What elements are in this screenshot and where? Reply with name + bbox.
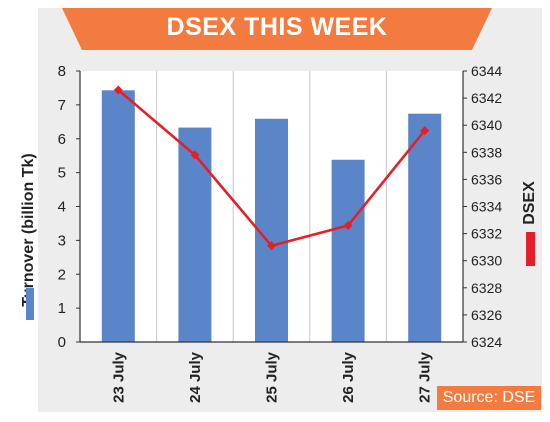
y-tick-label-right: 6332: [471, 226, 502, 242]
legend-swatch-turnover: [26, 288, 34, 320]
bar-26-july: [331, 159, 365, 342]
y-tick-label-right: 6334: [471, 199, 502, 215]
y-tick-label-left: 7: [58, 97, 66, 114]
x-tick-label: 25 July: [264, 351, 281, 403]
y-tick-label-right: 6326: [471, 307, 502, 323]
x-tick-label: 24 July: [187, 351, 204, 403]
y-tick-label-left: 6: [58, 131, 66, 148]
y-tick-label-right: 6338: [471, 144, 502, 160]
bar-27-july: [408, 113, 442, 343]
dsex-point: [267, 241, 276, 251]
y-tick-label-left: 8: [58, 63, 66, 80]
y-tick-label-right: 6342: [471, 90, 502, 106]
bar-24-july: [178, 127, 212, 342]
y-tick-label-left: 4: [58, 199, 66, 216]
y-tick-label-left: 2: [58, 266, 66, 283]
x-tick-label: 26 July: [340, 351, 357, 403]
bar-23-july: [101, 90, 135, 342]
y-axis-label-right: DSEX: [521, 181, 538, 225]
y-tick-label-left: 0: [58, 334, 66, 351]
dsex-point: [343, 220, 353, 230]
y-tick-label-left: 5: [58, 165, 66, 182]
y-tick-label-right: 6328: [471, 280, 502, 296]
y-tick-label-right: 6340: [471, 117, 502, 133]
dsex-point: [113, 85, 123, 95]
y-tick-label-right: 6330: [471, 253, 502, 269]
source-label: Source: DSE: [437, 386, 541, 410]
y-axis-label-left: Turnover (billion Tk): [20, 153, 37, 306]
dsex-point: [420, 126, 430, 136]
y-tick-label-right: 6336: [471, 171, 502, 187]
x-tick-label: 23 July: [110, 351, 127, 403]
y-tick-label-right: 6344: [471, 63, 502, 79]
x-tick-label: 27 July: [417, 351, 434, 403]
legend-swatch-dsex: [526, 232, 535, 266]
chart-title: DSEX THIS WEEK: [166, 13, 388, 41]
y-tick-label-right: 6324: [471, 334, 502, 350]
y-tick-label-left: 3: [58, 232, 66, 249]
title-banner: [62, 8, 492, 50]
bar-25-july: [255, 118, 288, 342]
dsex-point: [190, 150, 200, 160]
y-tick-label-left: 1: [58, 300, 66, 317]
